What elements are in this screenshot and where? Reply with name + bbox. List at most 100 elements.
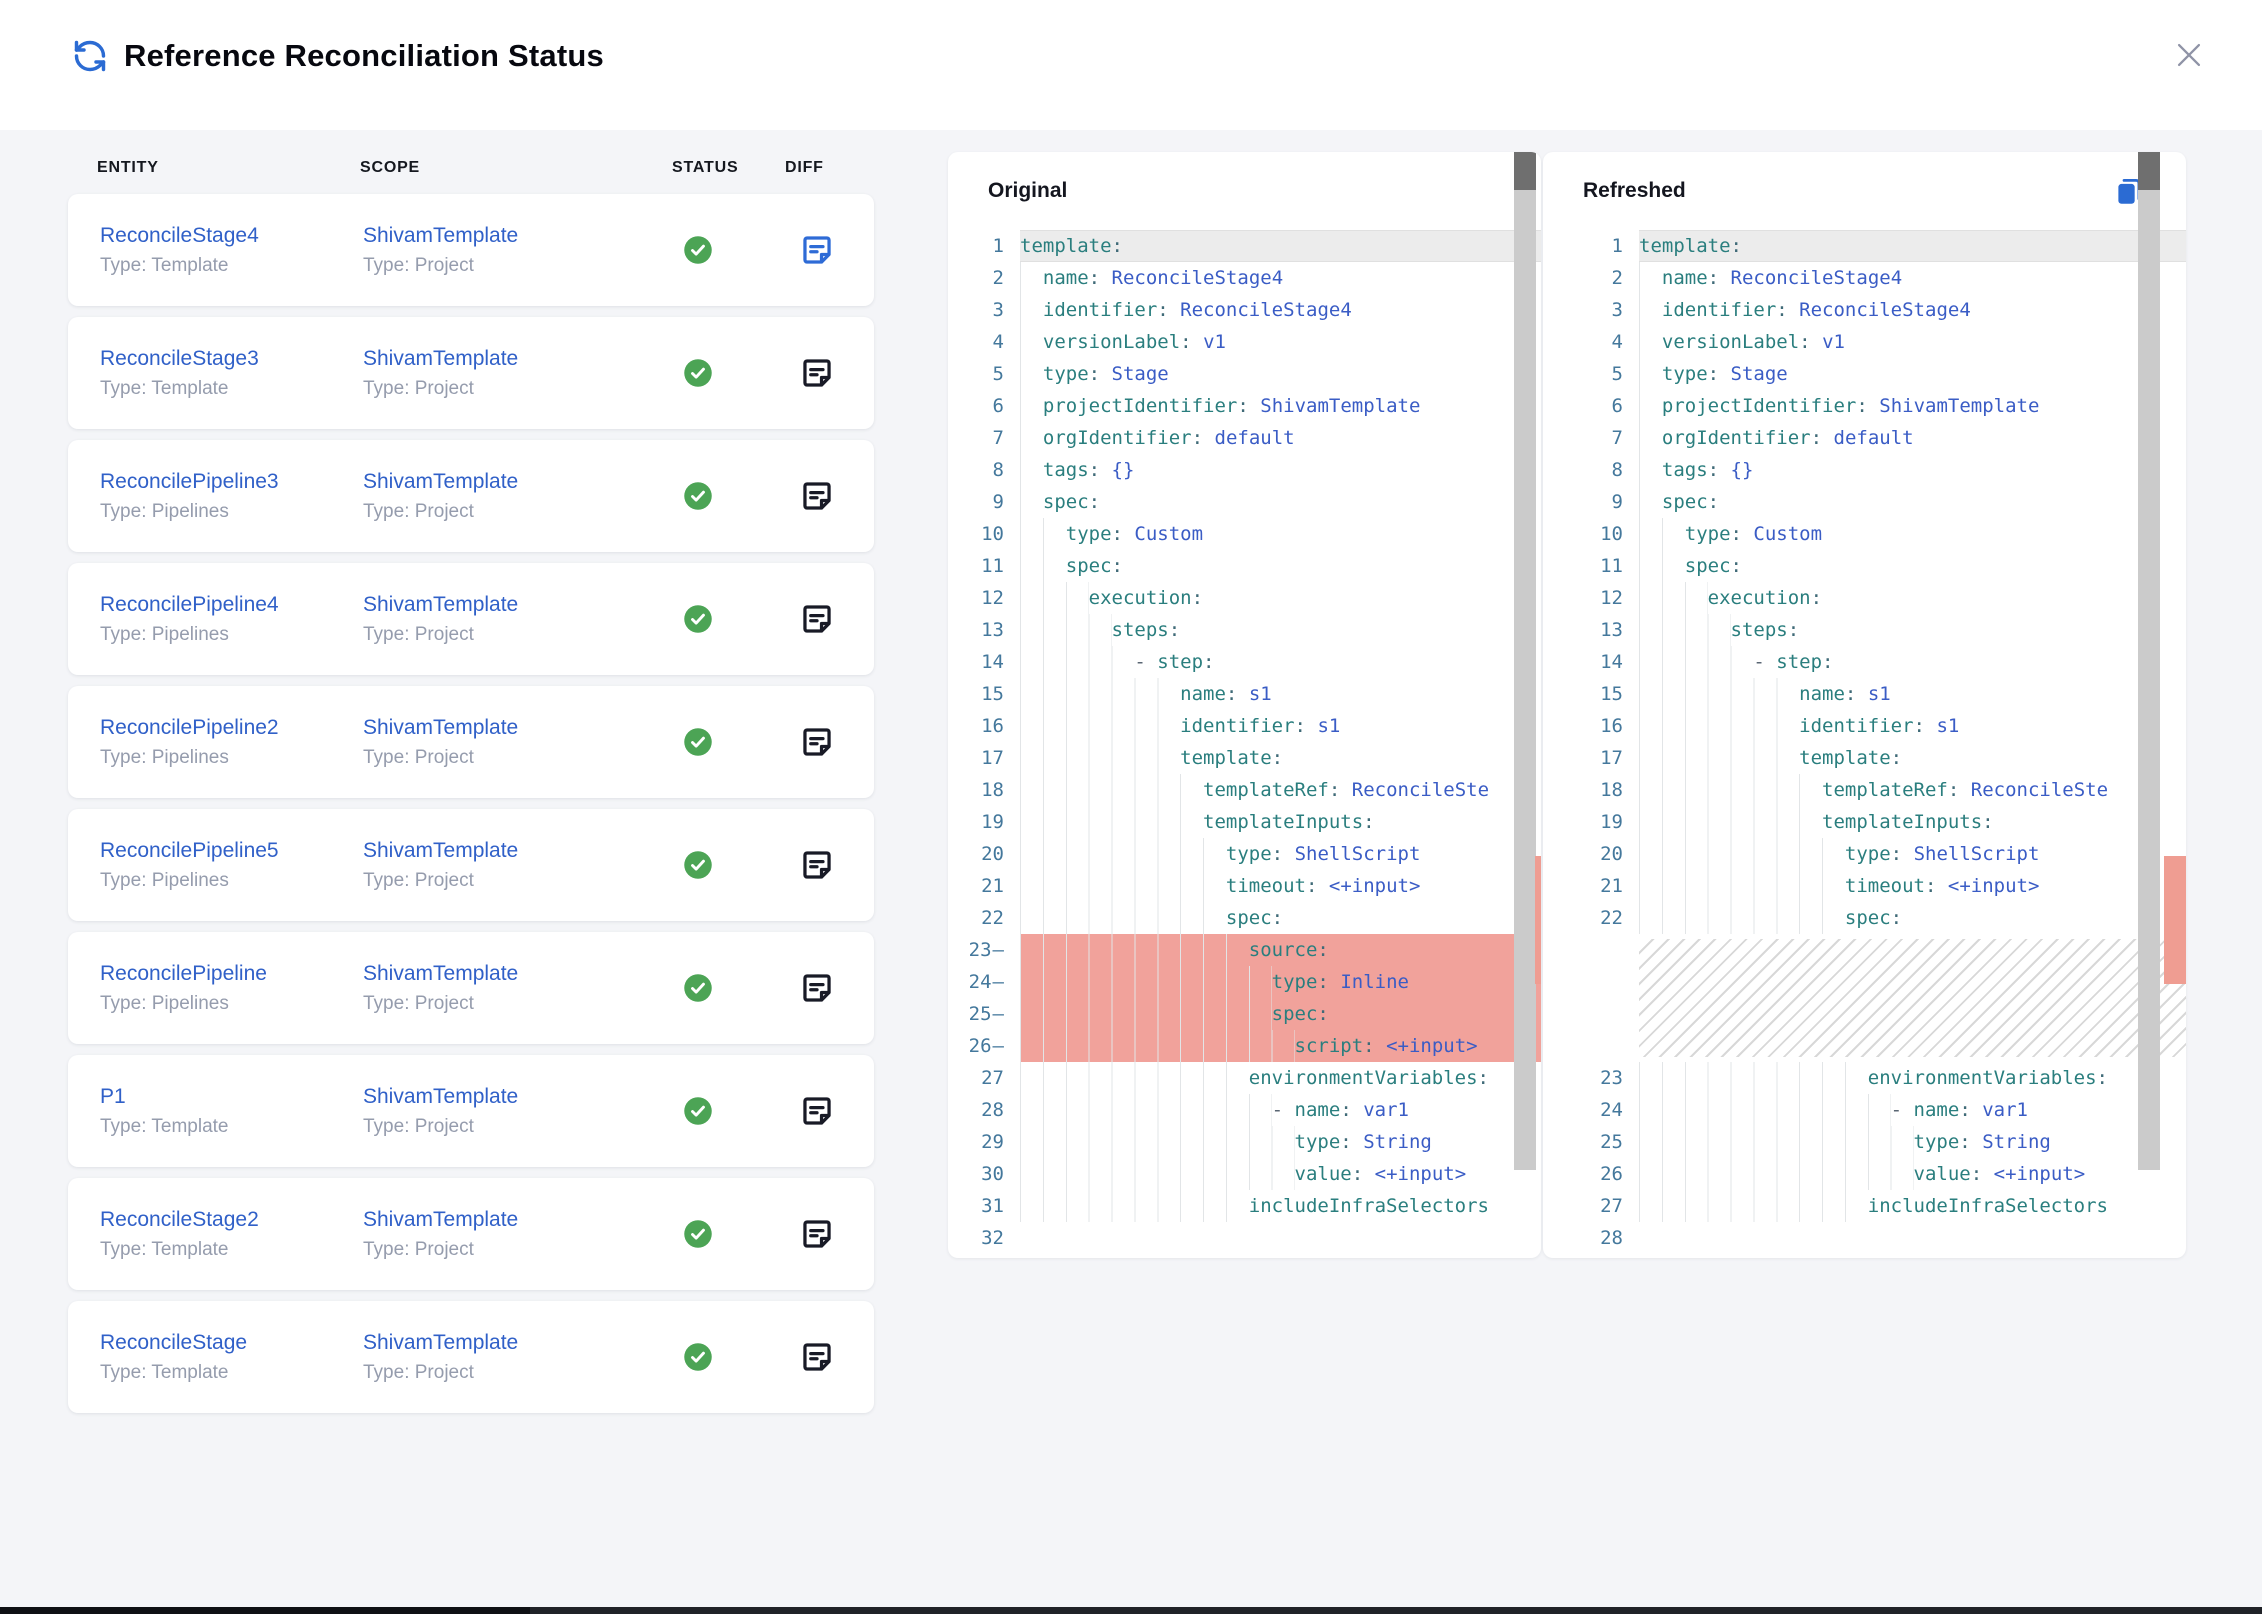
close-icon[interactable] — [2172, 38, 2206, 72]
diff-cell — [788, 479, 874, 513]
table-row[interactable]: ReconcileStage4 Type: Template ShivamTem… — [68, 194, 874, 306]
entity-link[interactable]: ReconcilePipeline5 — [100, 838, 279, 862]
code-line: 12 execution: — [948, 582, 1541, 614]
diff-button[interactable] — [800, 356, 834, 390]
entity-cell: ReconcileStage2 Type: Template — [100, 1207, 363, 1262]
code-line: 17 template: — [1543, 742, 2186, 774]
scope-link[interactable]: ShivamTemplate — [363, 715, 519, 739]
diff-note-icon — [803, 728, 831, 756]
scope-link[interactable]: ShivamTemplate — [363, 223, 519, 247]
line-number: 19 — [1600, 811, 1623, 833]
code-line: 18 templateRef: ReconcileSte — [1543, 774, 2186, 806]
table-row[interactable]: P1 Type: Template ShivamTemplate Type: P… — [68, 1055, 874, 1167]
diff-button[interactable] — [800, 1340, 834, 1374]
entity-cell: ReconcilePipeline5 Type: Pipelines — [100, 838, 363, 893]
code-line-deleted: 23– source: — [948, 934, 1541, 966]
line-number: 11 — [981, 555, 1004, 577]
refreshed-code-editor[interactable]: 1 template: 2 name: ReconcileStage4 3 identif… — [1543, 230, 2186, 1258]
entity-link[interactable]: ReconcileStage2 — [100, 1207, 259, 1231]
status-cell — [675, 358, 788, 388]
line-number: 23– — [968, 939, 1004, 961]
code-line: 27 environmentVariables: — [948, 1062, 1541, 1094]
diff-button[interactable] — [800, 725, 834, 759]
entity-link[interactable]: P1 — [100, 1084, 126, 1108]
line-number: 7 — [992, 427, 1004, 449]
status-cell — [675, 604, 788, 634]
status-cell — [675, 1219, 788, 1249]
entity-type-label: Type: Template — [100, 1238, 229, 1260]
line-number: 30 — [981, 1163, 1004, 1185]
line-number: 5 — [1611, 363, 1623, 385]
diff-button[interactable] — [800, 848, 834, 882]
diff-button[interactable] — [800, 1094, 834, 1128]
scope-link[interactable]: ShivamTemplate — [363, 838, 519, 862]
table-row[interactable]: ReconcilePipeline3 Type: Pipelines Shiva… — [68, 440, 874, 552]
diff-button[interactable] — [800, 1217, 834, 1251]
diff-button[interactable] — [800, 602, 834, 636]
scope-link[interactable]: ShivamTemplate — [363, 1330, 519, 1354]
line-number: 21 — [1600, 875, 1623, 897]
line-number: 2 — [992, 267, 1004, 289]
entity-link[interactable]: ReconcileStage3 — [100, 346, 259, 370]
diff-cell — [788, 233, 874, 267]
line-number: 26– — [968, 1035, 1004, 1057]
diff-cell — [788, 356, 874, 390]
line-number: 29 — [981, 1131, 1004, 1153]
entity-cell: ReconcilePipeline Type: Pipelines — [100, 961, 363, 1016]
scope-link[interactable]: ShivamTemplate — [363, 1207, 519, 1231]
table-row[interactable]: ReconcilePipeline5 Type: Pipelines Shiva… — [68, 809, 874, 921]
diff-button[interactable] — [800, 233, 834, 267]
status-cell — [675, 1342, 788, 1372]
original-scrollbar[interactable] — [1514, 152, 1536, 1170]
entity-link[interactable]: ReconcileStage4 — [100, 223, 259, 247]
success-check-icon — [684, 482, 712, 510]
line-number: 9 — [992, 491, 1004, 513]
line-number: 12 — [981, 587, 1004, 609]
scope-link[interactable]: ShivamTemplate — [363, 961, 519, 985]
diff-button[interactable] — [800, 971, 834, 1005]
scope-link[interactable]: ShivamTemplate — [363, 1084, 519, 1108]
code-line: 22 spec: — [948, 902, 1541, 934]
col-header-status: STATUS — [672, 159, 739, 176]
line-number: 3 — [992, 299, 1004, 321]
scope-link[interactable]: ShivamTemplate — [363, 469, 519, 493]
code-line: 26 value: <+input> — [1543, 1158, 2186, 1190]
scope-link[interactable]: ShivamTemplate — [363, 592, 519, 616]
status-cell — [675, 481, 788, 511]
code-line: 6 projectIdentifier: ShivamTemplate — [1543, 390, 2186, 422]
scope-link[interactable]: ShivamTemplate — [363, 346, 519, 370]
col-header-scope: SCOPE — [360, 159, 421, 176]
code-line: 30 value: <+input> — [948, 1158, 1541, 1190]
table-row[interactable]: ReconcileStage Type: Template ShivamTemp… — [68, 1301, 874, 1413]
table-row[interactable]: ReconcilePipeline4 Type: Pipelines Shiva… — [68, 563, 874, 675]
table-row[interactable]: ReconcilePipeline Type: Pipelines Shivam… — [68, 932, 874, 1044]
code-line: 3 identifier: ReconcileStage4 — [1543, 294, 2186, 326]
scope-type-label: Type: Project — [363, 377, 474, 399]
line-number: 5 — [992, 363, 1004, 385]
line-number: 3 — [1611, 299, 1623, 321]
line-number: 18 — [981, 779, 1004, 801]
line-number: 11 — [1600, 555, 1623, 577]
code-line: 14- step: — [1543, 646, 2186, 678]
code-line: 15 name: s1 — [948, 678, 1541, 710]
table-row[interactable]: ReconcilePipeline2 Type: Pipelines Shiva… — [68, 686, 874, 798]
diff-note-icon — [803, 974, 831, 1002]
line-number: 28 — [981, 1099, 1004, 1121]
diff-cell — [788, 971, 874, 1005]
diff-cell — [788, 602, 874, 636]
code-line: 21 timeout: <+input> — [1543, 870, 2186, 902]
entity-link[interactable]: ReconcilePipeline4 — [100, 592, 279, 616]
entity-link[interactable]: ReconcilePipeline — [100, 961, 267, 985]
code-line: 24- name: var1 — [1543, 1094, 2186, 1126]
original-code-editor[interactable]: 1 template: 2 name: ReconcileStage4 3 identif… — [948, 230, 1541, 1258]
line-number: 22 — [1600, 907, 1623, 929]
refreshed-scrollbar[interactable] — [2138, 152, 2160, 1170]
table-row[interactable]: ReconcileStage2 Type: Template ShivamTem… — [68, 1178, 874, 1290]
entity-link[interactable]: ReconcilePipeline3 — [100, 469, 279, 493]
table-row[interactable]: ReconcileStage3 Type: Template ShivamTem… — [68, 317, 874, 429]
entity-link[interactable]: ReconcileStage — [100, 1330, 248, 1354]
entity-cell: ReconcileStage4 Type: Template — [100, 223, 363, 278]
diff-button[interactable] — [800, 479, 834, 513]
line-number: 2 — [1611, 267, 1623, 289]
entity-link[interactable]: ReconcilePipeline2 — [100, 715, 279, 739]
